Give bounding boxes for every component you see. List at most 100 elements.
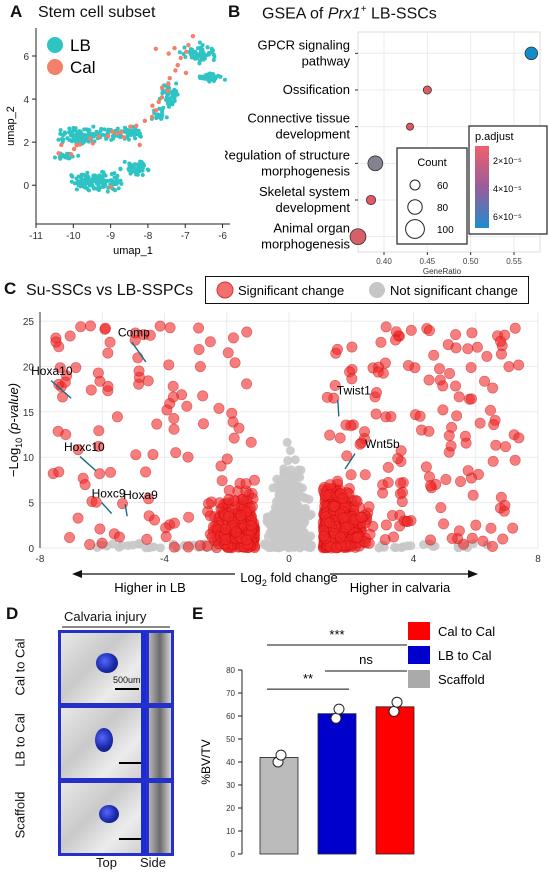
volcano-point-sig	[340, 521, 352, 533]
volcano-point-ns	[285, 446, 295, 456]
y-tick-label: 0	[231, 850, 236, 859]
umap-point-cal	[90, 141, 95, 146]
umap-point-lb	[61, 137, 66, 142]
umap-point-lb	[205, 72, 210, 77]
legend-swatch	[408, 622, 430, 640]
x-label-pre: Log	[240, 570, 262, 585]
umap-point-cal	[121, 135, 127, 140]
umap-point-lb	[69, 179, 74, 184]
x-tick-label: -8	[143, 231, 152, 242]
volcano-point-sig	[167, 391, 179, 403]
volcano-point-sig	[96, 537, 108, 549]
y-tick-label: 20	[226, 804, 235, 813]
volcano-point-sig	[445, 440, 457, 452]
volcano-point-ns	[304, 494, 314, 504]
umap-point-lb	[94, 178, 99, 183]
y-tick-label: 0	[23, 181, 29, 192]
gene-label-leader	[79, 456, 97, 472]
thumb-foot-side: Side	[140, 855, 167, 870]
volcano-point-sig	[513, 359, 525, 371]
volcano-point-sig	[462, 343, 474, 355]
volcano-point-sig	[485, 522, 497, 534]
sig-label-triple: ***	[329, 627, 344, 642]
gene-label-twist1: Twist1	[337, 383, 371, 397]
panel-a-letter: A	[10, 2, 23, 21]
x-tick-label: -11	[29, 231, 43, 242]
row-label-cal-to-cal-text: Cal to Cal	[12, 638, 28, 696]
volcano-point-ns	[282, 437, 292, 447]
volcano-point-sig	[197, 418, 209, 430]
volcano-plot: -8 -4 0 4 8 0 5 10 15 20 25 Significant change Not s…	[6, 281, 541, 595]
umap-point-cal	[186, 42, 191, 48]
volcano-point-sig	[500, 441, 512, 453]
volcano-point-sig	[105, 466, 117, 478]
volcano-point-sig	[437, 380, 449, 392]
volcano-point-sig	[102, 380, 114, 392]
umap-point-cal	[142, 118, 148, 124]
umap-point-lb	[111, 136, 116, 141]
x-tick-label: 0.40	[376, 257, 392, 266]
volcano-point-sig	[324, 429, 336, 441]
volcano-point-ns	[275, 512, 285, 522]
volcano-point-sig	[132, 352, 144, 364]
umap-point-lb	[159, 112, 164, 117]
umap-point-lb	[84, 133, 89, 138]
y-tick-label: 60	[226, 712, 235, 721]
volcano-point-sig	[450, 380, 462, 392]
umap-point-cal	[173, 68, 178, 73]
volcano-point-sig	[402, 359, 414, 371]
umap-point-lb	[73, 128, 78, 133]
volcano-point-sig	[503, 361, 515, 373]
x-axis-label: GeneRatio	[423, 267, 462, 276]
volcano-point-sig	[385, 411, 397, 423]
gene-label-leader	[101, 502, 113, 514]
gene-label-leader	[124, 504, 128, 517]
volcano-point-sig	[227, 332, 239, 344]
volcano-point-sig	[140, 466, 152, 478]
row-label-lb-to-cal: LB to Cal	[6, 705, 34, 775]
umap-point-lb	[56, 137, 61, 142]
umap-point-lb	[74, 187, 79, 192]
umap-point-lb	[213, 75, 218, 80]
replicate-point	[388, 705, 400, 717]
padj-colorbar	[475, 146, 489, 228]
bvtv-bar-chart: 0 10 20 30 40 50 60 70 80 %BV/TV *** ns ** Cal to Cal…	[199, 622, 495, 859]
term-label: morphogenesis	[261, 163, 350, 178]
umap-point-lb	[91, 185, 96, 190]
volcano-point-ns	[283, 456, 293, 466]
volcano-point-sig	[477, 535, 489, 547]
umap-point-lb	[137, 169, 142, 174]
umap-point-lb	[140, 173, 145, 178]
row-label-cal-to-cal: Cal to Cal	[6, 632, 34, 702]
volcano-point-sig	[163, 359, 175, 371]
volcano-point-sig	[513, 432, 525, 444]
umap-point-lb	[109, 171, 114, 176]
volcano-point-sig	[324, 517, 336, 529]
panel-e-letter: E	[192, 604, 204, 623]
volcano-point-sig	[149, 514, 161, 526]
volcano-point-sig	[170, 447, 182, 459]
umap-point-cal	[108, 184, 114, 190]
volcano-point-sig	[471, 341, 483, 353]
volcano-point-ns	[286, 465, 296, 475]
volcano-point-sig	[70, 362, 82, 374]
umap-point-lb	[71, 135, 76, 140]
x-tick-label: 4	[411, 554, 417, 565]
panel-b-title-pre: GSEA of	[262, 5, 328, 23]
umap-point-lb	[76, 153, 81, 158]
umap-point-lb	[65, 151, 70, 156]
volcano-point-sig	[330, 542, 342, 554]
count-legend-label: 60	[437, 181, 449, 192]
term-label: Regulation of structure	[225, 147, 350, 162]
volcano-point-sig	[375, 336, 387, 348]
legend-label: Scaffold	[438, 672, 485, 687]
volcano-point-sig	[435, 502, 447, 514]
volcano-point-ns	[274, 490, 284, 500]
umap-point-cal	[172, 45, 177, 51]
volcano-point-sig	[168, 423, 180, 435]
volcano-point-sig	[423, 325, 435, 337]
volcano-point-sig	[509, 454, 521, 466]
scale-bar	[119, 762, 141, 764]
volcano-point-sig	[359, 426, 371, 438]
volcano-point-sig	[164, 322, 176, 334]
